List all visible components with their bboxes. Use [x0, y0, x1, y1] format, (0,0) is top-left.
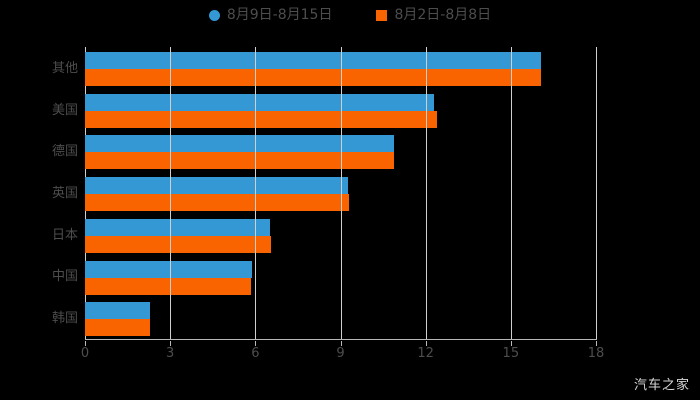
bar-series-a[interactable]: [85, 302, 151, 320]
x-axis-tick-mark: [425, 341, 427, 346]
bar-series-b[interactable]: [85, 319, 151, 337]
bar-series-b[interactable]: [85, 110, 438, 128]
x-axis-tick-mark: [85, 341, 86, 346]
legend-marker-circle-icon: [208, 9, 220, 21]
bar-row: [85, 172, 596, 214]
x-axis-tick-mark: [340, 341, 342, 346]
bar-row: [85, 47, 596, 89]
bar-row: [85, 130, 596, 172]
x-axis-tick-label: 18: [587, 346, 605, 361]
y-axis-label: 英国: [51, 186, 78, 201]
bar-series-a[interactable]: [85, 52, 541, 69]
legend-label-series-b: 8月2日-8月8日: [394, 7, 492, 23]
legend-item-series-b[interactable]: 8月2日-8月8日: [376, 8, 491, 22]
bar-series-a[interactable]: [85, 218, 270, 236]
legend-marker-square-icon: [376, 9, 388, 21]
legend-item-series-a[interactable]: 8月9日-8月15日: [208, 7, 333, 23]
x-axis-tick-label: 15: [502, 346, 520, 361]
y-axis-label: 其他: [51, 60, 78, 76]
bar-series-a[interactable]: [85, 135, 395, 153]
x-axis-tick-mark: [510, 341, 512, 346]
y-axis-label: 美国: [51, 102, 78, 118]
x-axis-tick-mark: [596, 341, 597, 346]
y-axis-label: 韩国: [51, 311, 78, 327]
bar-series-b[interactable]: [85, 194, 350, 212]
x-axis-ticks: 0 3 6 9 12 15 18: [0, 341, 700, 361]
x-axis-tick-label: 12: [417, 346, 434, 361]
y-axis-labels: 其他美国德国英国日本中国韩国: [0, 47, 78, 339]
bar-series-b[interactable]: [85, 152, 395, 170]
bar-series-a[interactable]: [85, 260, 253, 278]
bar-series-b[interactable]: [85, 69, 541, 86]
bar-series-b[interactable]: [85, 235, 271, 253]
bar-series-b[interactable]: [85, 277, 252, 295]
x-axis-line: [85, 339, 597, 340]
gridline: [596, 47, 597, 339]
x-axis-tick-label: 3: [166, 346, 175, 361]
bar-row: [85, 297, 596, 339]
bar-row: [85, 214, 596, 256]
x-axis-tick-mark: [170, 341, 172, 346]
y-axis-label: 德国: [51, 144, 78, 160]
y-axis-label: 日本: [51, 227, 78, 243]
x-axis-tick-mark: [255, 341, 257, 346]
bar-row: [85, 256, 596, 298]
bar-rows: [85, 47, 596, 339]
bar-series-a[interactable]: [85, 177, 348, 195]
watermark: 汽车之家: [633, 378, 690, 393]
legend-label-series-a: 8月9日-8月15日: [226, 7, 333, 23]
x-axis-tick-label: 9: [336, 346, 345, 361]
bar-row: [85, 89, 596, 131]
bar-series-a[interactable]: [85, 93, 435, 111]
plot-area: [85, 47, 597, 339]
y-axis-label: 中国: [51, 269, 78, 285]
x-axis-tick-label: 6: [251, 346, 260, 361]
x-axis-tick-label: 0: [80, 346, 90, 361]
chart-legend: 8月9日-8月15日 8月2日-8月8日: [0, 8, 700, 22]
